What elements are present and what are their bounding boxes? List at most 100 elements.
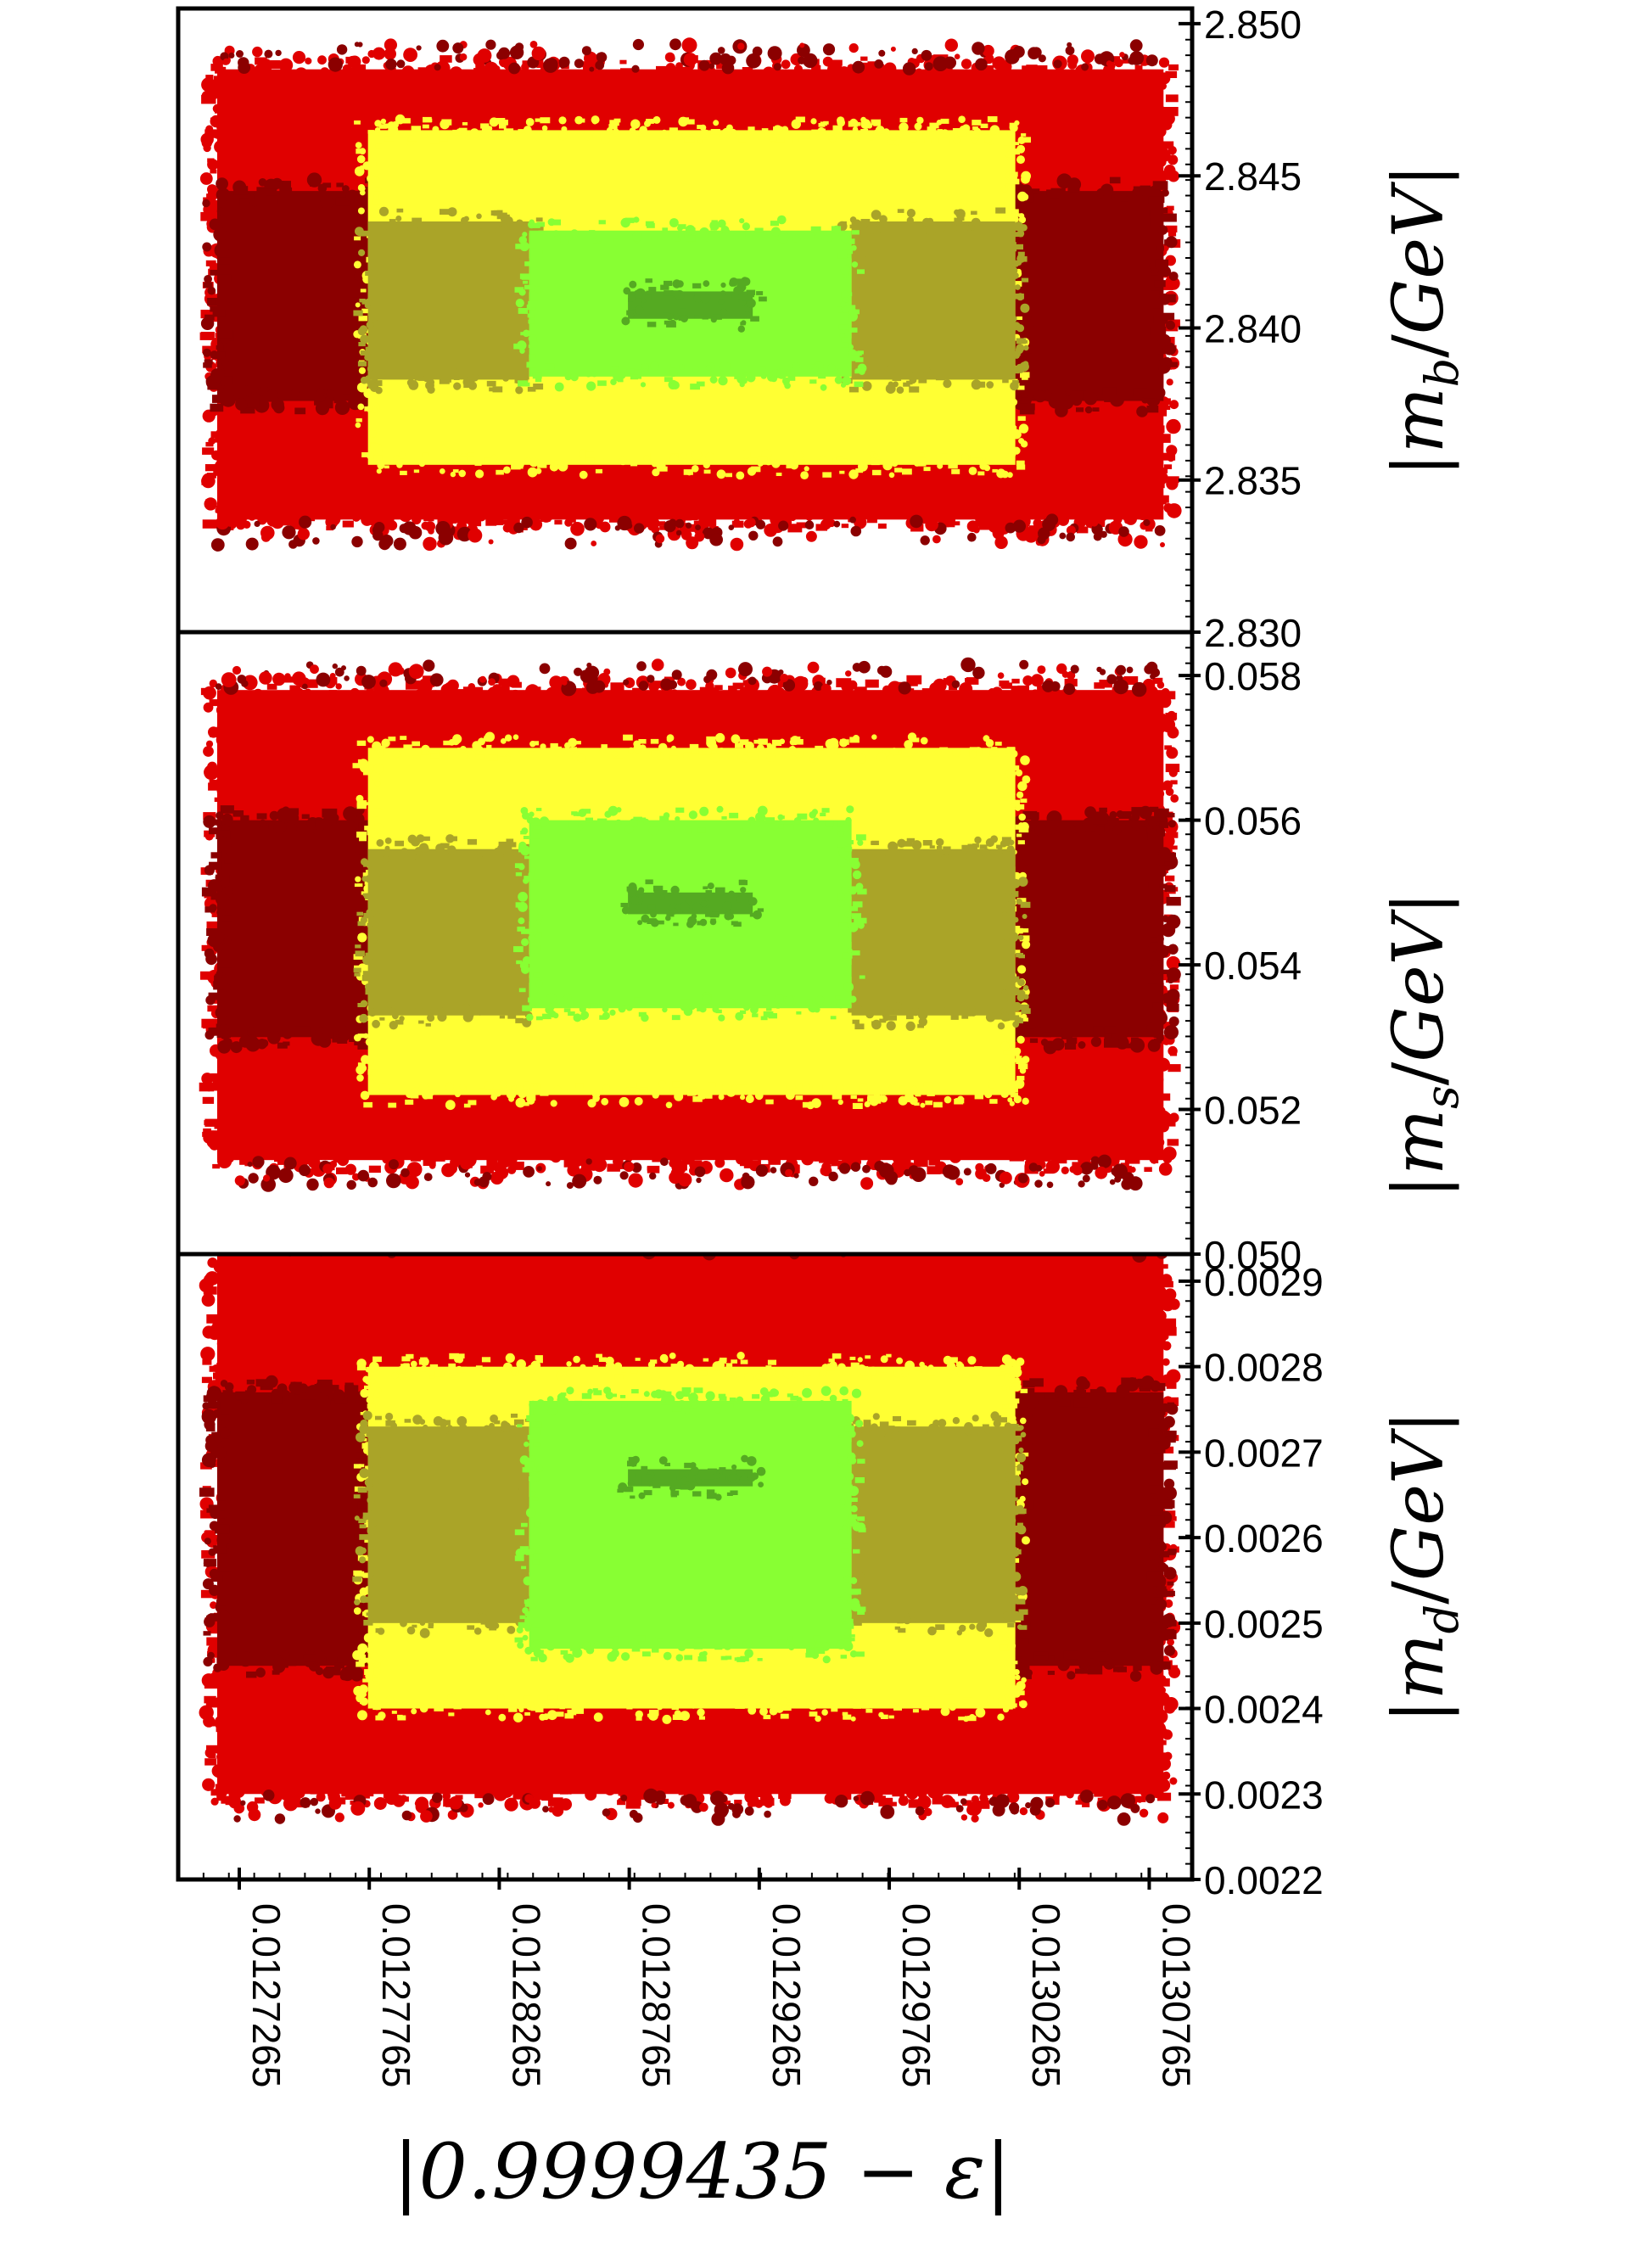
data-point [267, 1031, 281, 1045]
data-point [751, 466, 761, 473]
data-point [992, 468, 998, 473]
data-point [278, 1168, 294, 1184]
data-point [1151, 290, 1160, 296]
data-point [1093, 532, 1102, 541]
data-point [320, 195, 334, 210]
data-point [897, 209, 904, 213]
data-point [1119, 811, 1132, 819]
data-point [1064, 678, 1078, 686]
panel-1-points [199, 37, 1182, 552]
data-point [211, 1074, 221, 1084]
data-point [383, 1789, 399, 1799]
data-point [771, 459, 781, 468]
data-point [310, 182, 317, 187]
data-point [238, 697, 247, 702]
data-point [540, 117, 551, 124]
data-point [353, 967, 361, 972]
data-point [414, 854, 420, 860]
data-point [236, 50, 244, 58]
data-point [370, 873, 380, 883]
data-point [1167, 454, 1175, 462]
data-point [1056, 663, 1067, 675]
data-point [412, 741, 420, 747]
data-point [560, 1789, 569, 1795]
data-point [1152, 386, 1166, 400]
data-point [675, 508, 683, 513]
data-point [423, 514, 434, 522]
data-point [921, 688, 930, 693]
data-point [204, 275, 213, 283]
data-point [483, 224, 492, 230]
data-point [1067, 185, 1080, 193]
data-point [807, 661, 820, 674]
data-point [609, 1009, 616, 1016]
data-point [837, 118, 845, 127]
data-point [723, 1151, 737, 1160]
data-point [692, 1095, 703, 1102]
data-point [694, 292, 703, 297]
data-point [566, 1182, 574, 1190]
data-point [1008, 932, 1019, 943]
data-point [934, 748, 942, 756]
data-point [809, 811, 816, 819]
data-point [924, 138, 932, 143]
data-point [664, 280, 673, 286]
data-point [406, 1090, 413, 1099]
data-point [822, 56, 833, 67]
data-point [427, 1013, 435, 1022]
data-point [686, 119, 695, 125]
data-point [645, 278, 652, 283]
data-point [774, 994, 784, 1004]
data-point [221, 776, 236, 785]
data-point [652, 468, 660, 477]
data-point [342, 64, 353, 75]
data-point [1039, 1154, 1050, 1160]
data-point [872, 469, 882, 476]
data-point [367, 174, 376, 183]
data-point [438, 1007, 448, 1014]
data-point [928, 1158, 940, 1165]
data-point [906, 675, 922, 685]
data-point [1111, 194, 1119, 200]
data-point [630, 1083, 637, 1088]
data-point [871, 841, 877, 845]
data-point [855, 468, 864, 473]
data-point [743, 1004, 750, 1011]
data-point [850, 1095, 857, 1100]
data-point [632, 364, 642, 370]
data-point [528, 300, 538, 307]
data-point [607, 1163, 620, 1172]
data-point [581, 46, 591, 56]
data-point [813, 1083, 823, 1089]
data-point [996, 848, 1004, 855]
data-point [223, 58, 230, 65]
data-point [852, 60, 865, 74]
data-point [638, 681, 649, 691]
data-point [1128, 1027, 1141, 1034]
data-point [564, 373, 572, 381]
data-point [645, 221, 654, 227]
data-point [650, 910, 657, 918]
data-point [360, 288, 367, 293]
data-point [529, 926, 537, 933]
data-point [459, 127, 468, 133]
data-point [410, 1155, 422, 1162]
data-point [1145, 661, 1158, 674]
data-point [477, 48, 492, 63]
data-point [248, 1173, 259, 1184]
data-point [1151, 105, 1163, 118]
data-point [619, 59, 627, 64]
data-point [207, 184, 217, 195]
data-point [221, 813, 233, 826]
data-point [811, 1098, 821, 1108]
data-point [670, 885, 680, 895]
data-point [848, 935, 859, 942]
data-point [942, 453, 948, 457]
data-point [997, 692, 1008, 699]
data-point [971, 217, 981, 227]
data-point [1152, 308, 1162, 315]
data-point [1119, 52, 1125, 58]
data-point [332, 1037, 342, 1043]
data-point [1147, 786, 1162, 795]
data-point [1148, 196, 1163, 205]
